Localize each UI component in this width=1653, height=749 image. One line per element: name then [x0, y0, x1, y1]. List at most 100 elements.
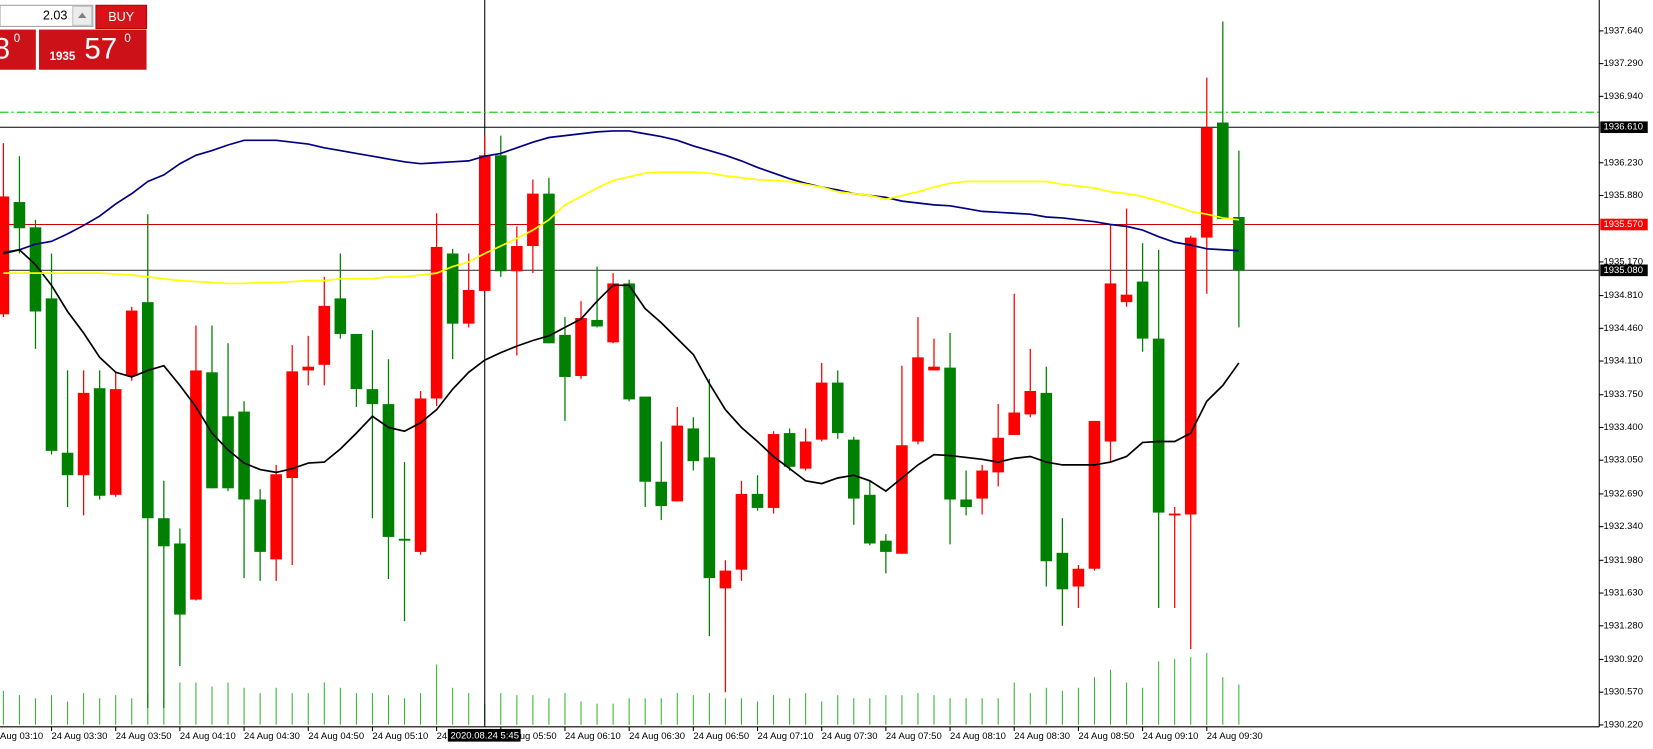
y-tick-label: 1937.640: [1603, 25, 1643, 36]
candle-body: [302, 366, 315, 371]
candle-body: [992, 437, 1004, 473]
y-tick-label: 1930.920: [1603, 654, 1643, 665]
candle-body: [527, 193, 539, 247]
y-tick-label: 1937.290: [1603, 58, 1643, 69]
price-label: 1935.570: [1603, 219, 1643, 230]
candle-body: [912, 357, 924, 442]
y-tick-label: 1936.940: [1603, 91, 1643, 102]
candle-body: [575, 318, 587, 377]
candle-body: [222, 416, 234, 489]
candle-body: [607, 283, 619, 343]
lot-value: 2.03: [43, 9, 68, 23]
candle-body: [543, 193, 555, 344]
candle-body: [591, 319, 603, 327]
buy-price-box[interactable]: [39, 29, 147, 70]
candle-body: [0, 196, 10, 315]
candle-body: [799, 441, 812, 469]
candle-body: [1104, 283, 1117, 442]
x-tick-label: 24 Aug 03:50: [116, 731, 172, 742]
candle-body: [511, 246, 523, 272]
candle-body: [767, 434, 780, 508]
candle-body: [639, 396, 651, 482]
y-tick-label: 1933.400: [1603, 422, 1643, 433]
candle-body: [1024, 391, 1037, 415]
candle-body: [45, 298, 58, 451]
x-tick-label: 24 Aug 07:30: [822, 731, 878, 742]
candle-body: [655, 481, 668, 507]
y-tick-label: 1931.980: [1603, 555, 1643, 566]
candle-body: [847, 439, 860, 499]
y-tick-label: 1935.170: [1603, 256, 1643, 267]
candle-body: [735, 493, 748, 570]
candle-body: [77, 392, 90, 476]
y-tick-label: 1932.340: [1603, 521, 1643, 532]
candle-body: [1184, 237, 1197, 515]
candle-body: [1152, 338, 1165, 513]
candle-body: [318, 305, 331, 365]
x-tick-label: 24 Aug 04:50: [308, 731, 364, 742]
price-label-bg: [1600, 218, 1648, 231]
buy-label: BUY: [108, 10, 135, 24]
price-label-bg: [1600, 121, 1648, 134]
candle-body: [864, 494, 876, 544]
y-tick-label: 1936.230: [1603, 157, 1643, 168]
y-tick-label: 1930.220: [1603, 719, 1643, 730]
buy-digits: 57: [84, 32, 117, 65]
candle-body: [286, 371, 299, 478]
candle-body: [494, 155, 507, 272]
price-label: 1936.610: [1603, 122, 1643, 133]
x-tick-label: 24 Aug 03:10: [0, 731, 43, 742]
candle-body: [61, 452, 74, 476]
candle-body: [270, 474, 282, 560]
candle-body: [1008, 412, 1021, 435]
lot-input[interactable]: [0, 4, 94, 27]
y-tick-label: 1932.690: [1603, 488, 1643, 499]
candle-body: [430, 246, 443, 399]
buy-sup: 0: [124, 32, 130, 45]
candle-body: [928, 366, 940, 371]
x-tick-label: 24 Aug 08:30: [1014, 731, 1070, 742]
x-tick-label: 24 Aug 09:30: [1207, 731, 1263, 742]
candle-body: [960, 499, 972, 507]
spinner-arrow: [78, 12, 87, 18]
y-tick-label: 1934.460: [1603, 323, 1643, 334]
candle-body: [93, 388, 106, 496]
candle-body: [1168, 513, 1181, 516]
x-tick-label: 24 Aug 06:30: [629, 731, 685, 742]
sell-price-box[interactable]: [0, 29, 36, 70]
candle-body: [703, 457, 716, 579]
x-tick-label: 24 Aug 06:50: [693, 731, 749, 742]
crosshair-label-bg: [447, 728, 521, 742]
candle-body: [1072, 568, 1085, 587]
x-tick-label: 24 Aug 08:50: [1078, 731, 1134, 742]
y-tick-label: 1931.280: [1603, 620, 1643, 631]
candle-body: [1233, 217, 1245, 271]
candle-body: [896, 445, 908, 554]
candle-body: [1136, 281, 1149, 339]
buy-button[interactable]: [95, 4, 148, 30]
candle-body: [1200, 127, 1213, 238]
y-tick-label: 1931.630: [1603, 588, 1643, 599]
x-tick-label: 24 Aug 09:10: [1143, 731, 1199, 742]
candle-body: [1040, 392, 1053, 562]
x-tick-label: 24 Aug 04:30: [244, 731, 300, 742]
trade-panel: 2.03 BUY 8 0 1935 57 0: [0, 4, 148, 70]
candle-body: [687, 428, 700, 462]
candle-body: [190, 370, 202, 600]
moving-average: [3, 248, 1240, 493]
x-tick-label: 24 Aug 05:10: [372, 731, 428, 742]
x-tick-label: 24 Aug 08:10: [950, 731, 1006, 742]
crosshair-label: 2020.08.24 5:45: [450, 730, 519, 741]
candle-body: [623, 283, 635, 400]
candle-body: [29, 227, 42, 312]
candle-body: [783, 433, 796, 467]
candle-body: [751, 493, 764, 508]
x-tick-label: 24 Aug 04:10: [180, 731, 236, 742]
candle-body: [174, 543, 186, 615]
candle-body: [350, 333, 363, 390]
candle-body: [1217, 122, 1229, 219]
candle-body: [206, 372, 218, 489]
candle-body: [142, 302, 154, 519]
